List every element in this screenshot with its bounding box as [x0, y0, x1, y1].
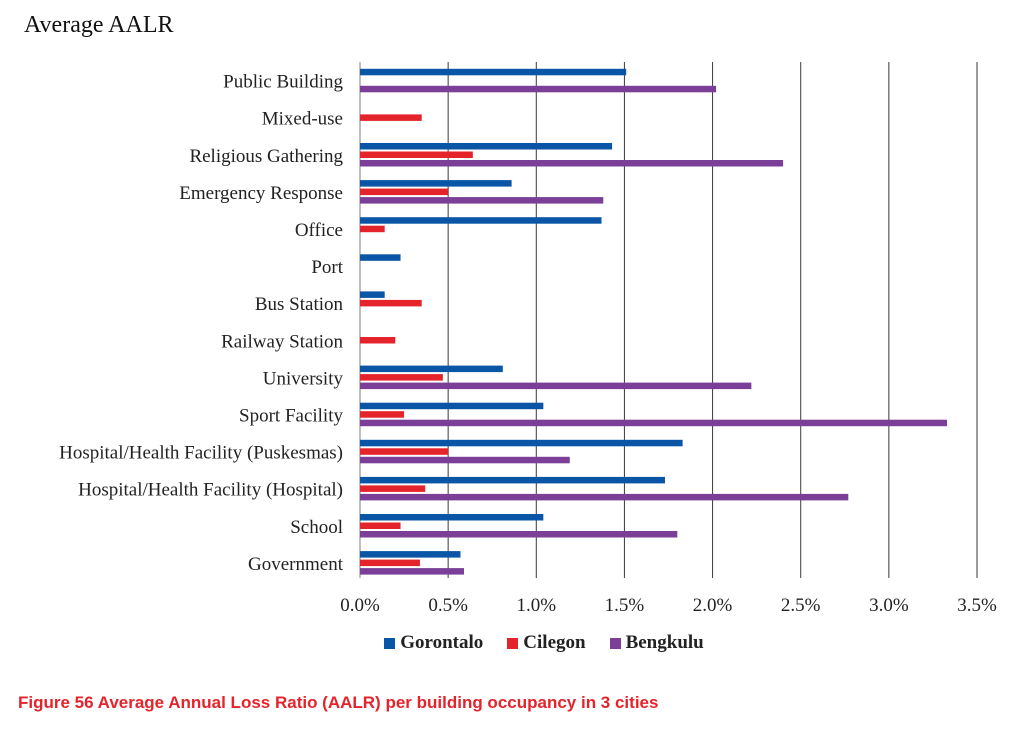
bars: [360, 68, 948, 575]
bar-cilegon: [360, 485, 426, 492]
x-tick-label: 3.5%: [957, 595, 997, 616]
bar-gorontalo: [360, 254, 401, 261]
bar-gorontalo: [360, 514, 544, 521]
legend-label: Cilegon: [523, 632, 586, 653]
bar-cilegon: [360, 559, 420, 567]
legend-swatch: [507, 637, 519, 649]
y-axis-labels: Public Building Mixed-use Religious Gather…: [59, 72, 344, 575]
x-axis-tick-labels: 0.0% 0.5% 1.0% 1.5% 2.0% 2.5% 3.0% 3.5%: [340, 595, 997, 616]
bar-gorontalo: [360, 551, 461, 558]
bar-gorontalo: [360, 439, 683, 447]
x-tick-label: 1.0%: [516, 595, 556, 616]
legend-swatch: [609, 637, 621, 649]
category-label: Public Building: [223, 72, 343, 93]
category-label: Office: [295, 220, 343, 241]
bar-cilegon: [360, 448, 449, 455]
bar-bengkulu: [360, 568, 465, 575]
bar-cilegon: [360, 225, 385, 233]
bar-bengkulu: [360, 419, 948, 427]
category-label: School: [290, 517, 343, 538]
bar-cilegon: [360, 374, 443, 381]
legend-swatch: [384, 637, 396, 649]
category-label: Port: [311, 257, 343, 278]
bar-bengkulu: [360, 382, 752, 390]
bar-bengkulu: [360, 493, 849, 501]
bar-gorontalo: [360, 143, 613, 150]
legend: Gorontalo Cilegon Bengkulu: [0, 632, 1028, 654]
x-tick-label: 0.0%: [340, 595, 380, 616]
bar-cilegon: [360, 522, 401, 529]
category-label: Religious Gathering: [189, 146, 343, 167]
bar-bengkulu: [360, 85, 717, 93]
bar-gorontalo: [360, 365, 503, 373]
legend-item-gorontalo: Gorontalo: [384, 632, 483, 654]
figure-caption: Figure 56 Average Annual Loss Ratio (AAL…: [18, 693, 659, 712]
category-label: Bus Station: [255, 294, 344, 315]
bar-cilegon: [360, 411, 405, 418]
chart-title: Average AALR: [24, 12, 174, 38]
legend-item-cilegon: Cilegon: [507, 632, 586, 654]
bar-gorontalo: [360, 476, 665, 484]
bar-bengkulu: [360, 531, 678, 538]
bar-cilegon: [360, 188, 449, 196]
category-label: Railway Station: [221, 331, 343, 352]
x-tick-label: 3.0%: [869, 595, 909, 616]
bar-bengkulu: [360, 160, 784, 167]
bar-bengkulu: [360, 456, 570, 464]
bar-gorontalo: [360, 68, 627, 76]
bar-gorontalo: [360, 180, 512, 187]
bar-cilegon: [360, 337, 396, 344]
bar-cilegon: [360, 151, 473, 158]
x-tick-label: 0.5%: [428, 595, 468, 616]
category-label: Hospital/Health Facility (Puskesmas): [59, 443, 343, 464]
x-tick-label: 2.5%: [781, 595, 821, 616]
bar-gorontalo: [360, 402, 544, 410]
category-label: Mixed-use: [262, 109, 343, 130]
x-tick-label: 2.0%: [693, 595, 733, 616]
bar-gorontalo: [360, 217, 602, 224]
legend-label: Gorontalo: [400, 632, 484, 653]
legend-label: Bengkulu: [625, 632, 704, 653]
category-label: Government: [248, 554, 344, 575]
x-tick-label: 1.5%: [605, 595, 645, 616]
bar-gorontalo: [360, 291, 385, 298]
category-label: Sport Facility: [239, 405, 343, 426]
category-label: Hospital/Health Facility (Hospital): [78, 480, 343, 501]
category-label: Emergency Response: [179, 183, 343, 204]
category-label: University: [263, 368, 344, 389]
bar-cilegon: [360, 114, 422, 121]
legend-item-bengkulu: Bengkulu: [609, 632, 704, 654]
gridlines: [359, 62, 978, 578]
bar-cilegon: [360, 299, 422, 307]
bar-bengkulu: [360, 197, 604, 204]
